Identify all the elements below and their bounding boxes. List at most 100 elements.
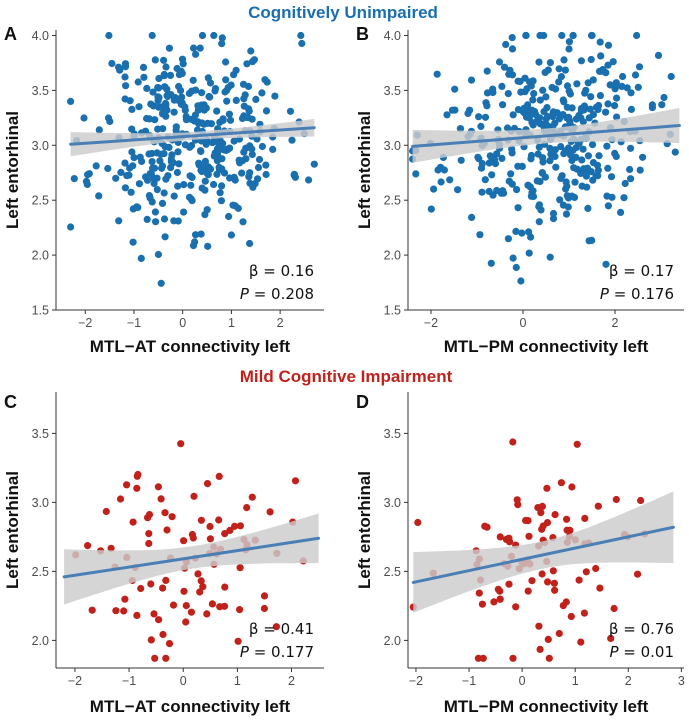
data-point <box>160 189 168 197</box>
data-point <box>191 117 199 125</box>
data-point <box>236 564 244 572</box>
data-point <box>181 106 189 114</box>
data-point <box>537 508 545 517</box>
data-point <box>539 86 547 94</box>
y-axis-label: Left entorhinal <box>355 471 374 589</box>
data-point <box>557 143 565 151</box>
data-point <box>539 154 547 162</box>
data-point <box>639 153 647 161</box>
data-point <box>487 259 495 267</box>
data-point <box>555 629 563 638</box>
scatter-points <box>67 31 318 287</box>
data-point <box>135 180 143 188</box>
data-point <box>565 45 573 53</box>
data-point <box>496 533 504 541</box>
data-point <box>530 90 538 98</box>
data-point <box>185 193 194 201</box>
data-point <box>180 587 188 595</box>
data-point <box>148 31 156 40</box>
data-point <box>104 164 112 173</box>
data-point <box>227 231 235 239</box>
p-value-annotation: P = 0.208 <box>240 285 314 303</box>
data-point <box>288 136 296 144</box>
data-point <box>588 236 596 244</box>
data-point <box>156 157 164 165</box>
data-point <box>580 609 589 617</box>
data-point <box>130 154 138 162</box>
data-point <box>533 177 541 185</box>
data-point <box>542 93 550 101</box>
data-point <box>667 72 675 81</box>
data-point <box>595 152 603 160</box>
data-point <box>170 108 178 116</box>
x-tick-label: −2 <box>409 674 423 688</box>
data-point <box>175 160 183 168</box>
data-point <box>604 41 613 49</box>
data-point <box>238 169 246 177</box>
data-point <box>173 168 181 177</box>
data-point <box>528 577 536 585</box>
data-point <box>475 589 483 597</box>
data-point <box>525 532 533 540</box>
data-point <box>572 153 580 161</box>
data-point <box>201 186 209 194</box>
data-point <box>151 116 159 124</box>
x-tick-label: 2 <box>277 316 284 330</box>
data-point <box>613 113 621 121</box>
panel-letter: A <box>4 24 17 44</box>
data-point <box>623 84 631 92</box>
data-point <box>190 492 198 500</box>
y-tick-label: 2.0 <box>32 249 49 263</box>
data-point <box>197 147 205 155</box>
y-tick-label: 2.5 <box>384 194 401 208</box>
group-title-cognitively-unimpaired: Cognitively Unimpaired <box>248 3 438 22</box>
confidence-band <box>413 491 674 613</box>
data-point <box>544 635 552 644</box>
panel-letter: D <box>356 392 369 412</box>
data-point <box>129 162 137 170</box>
data-point <box>232 96 240 104</box>
data-point <box>589 76 597 84</box>
data-point <box>218 155 226 163</box>
data-point <box>568 104 576 112</box>
data-point <box>177 440 185 448</box>
data-point <box>225 212 233 221</box>
data-point <box>153 186 161 194</box>
data-point <box>206 522 214 531</box>
data-point <box>236 606 244 614</box>
x-tick-label: 0 <box>180 674 187 688</box>
data-point <box>517 277 525 285</box>
data-point <box>134 78 142 86</box>
data-point <box>165 640 174 648</box>
data-point <box>197 516 205 524</box>
data-point <box>550 579 559 587</box>
data-point <box>508 34 516 42</box>
data-point <box>139 63 148 71</box>
data-point <box>579 145 587 153</box>
data-point <box>613 94 621 102</box>
data-point <box>502 40 510 49</box>
p-value-annotation: P = 0.177 <box>240 643 314 661</box>
data-point <box>203 610 211 618</box>
data-point <box>166 71 175 79</box>
beta-annotation: β = 0.16 <box>249 262 314 280</box>
data-point <box>627 175 635 183</box>
data-point <box>134 470 142 479</box>
data-point <box>221 583 229 591</box>
panel-b: B 1.5 2.0 2.5 3.0 3.5 4.0 −2 0 2 Left entorhinal MT… <box>355 24 684 356</box>
beta-annotation: β = 0.76 <box>609 620 674 638</box>
data-point <box>626 165 634 174</box>
data-point <box>559 96 567 104</box>
data-point <box>560 56 568 64</box>
data-point <box>159 630 167 639</box>
data-point <box>161 233 169 241</box>
data-point <box>478 600 486 608</box>
data-point <box>559 111 567 119</box>
data-point <box>297 31 305 40</box>
data-point <box>123 481 131 489</box>
data-point <box>589 176 597 184</box>
data-point <box>556 196 564 204</box>
data-point <box>219 139 227 148</box>
y-tick-label: 3.0 <box>384 139 401 153</box>
data-point <box>239 218 247 226</box>
